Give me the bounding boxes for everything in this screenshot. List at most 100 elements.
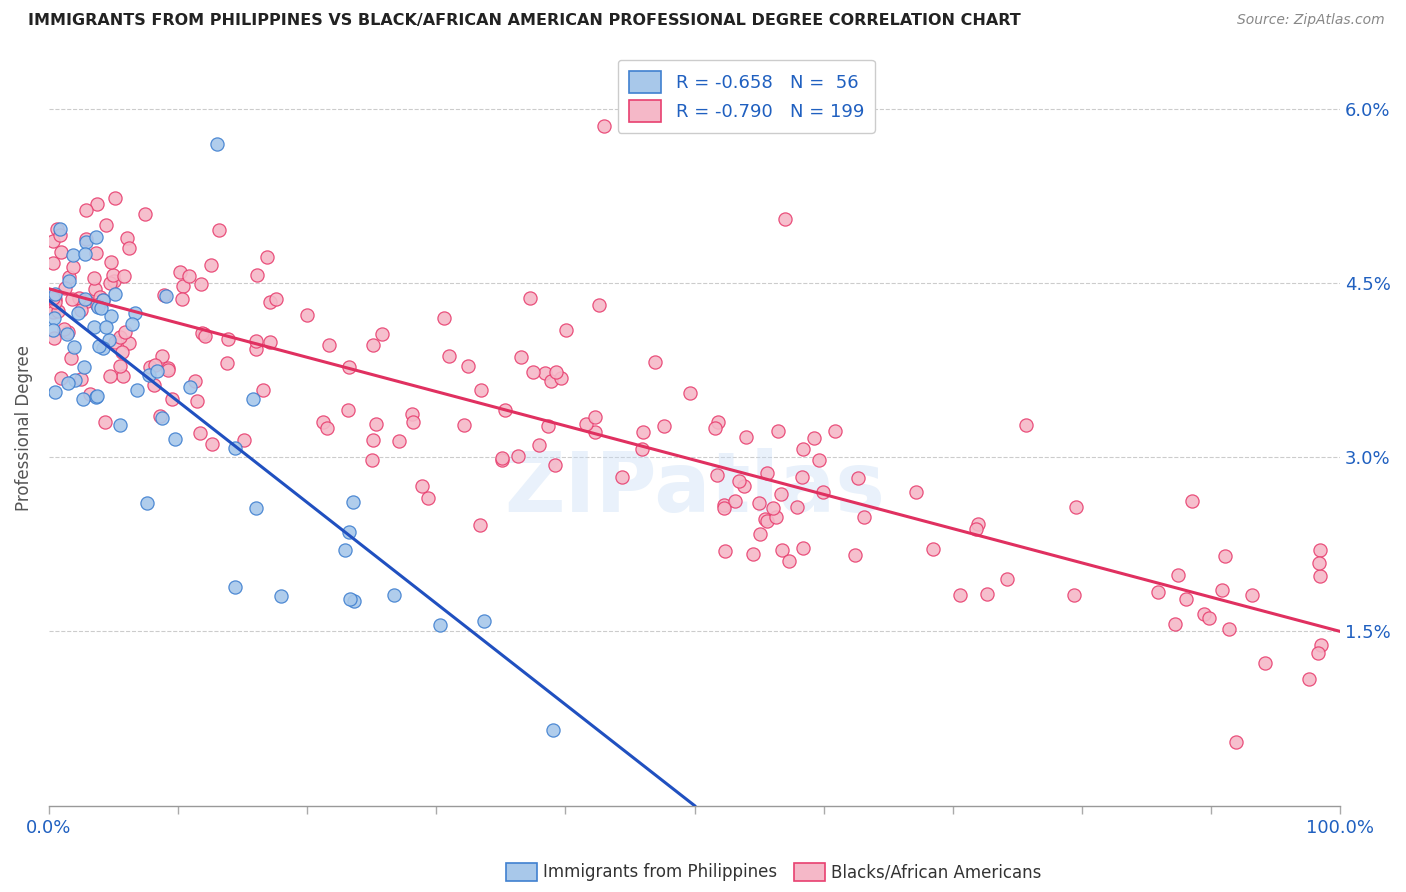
Point xyxy=(1309,543,1331,558)
Point xyxy=(89,339,111,353)
Point xyxy=(42,235,65,249)
Point xyxy=(1181,494,1204,508)
Point xyxy=(86,197,108,211)
Point xyxy=(371,327,394,342)
Point xyxy=(1175,591,1198,606)
Point xyxy=(245,334,267,348)
Point xyxy=(755,467,778,481)
Point xyxy=(1225,735,1247,749)
Point xyxy=(51,370,73,384)
Point xyxy=(256,250,278,264)
Point xyxy=(401,407,423,421)
Point xyxy=(84,229,107,244)
Point xyxy=(46,222,69,236)
Point xyxy=(965,522,987,536)
Point xyxy=(49,222,72,236)
Point xyxy=(75,203,97,218)
Point xyxy=(72,392,94,407)
Point xyxy=(803,430,825,444)
Legend: R = -0.658   N =  56, R = -0.790   N = 199: R = -0.658 N = 56, R = -0.790 N = 199 xyxy=(617,60,875,133)
Point xyxy=(138,368,160,382)
Point xyxy=(108,418,131,433)
Point xyxy=(762,500,785,515)
Point xyxy=(188,425,211,440)
Point xyxy=(756,515,779,529)
Point xyxy=(156,361,179,376)
Point xyxy=(588,298,610,312)
Point xyxy=(510,350,533,364)
Point xyxy=(155,288,177,302)
Point xyxy=(83,271,105,285)
Point xyxy=(205,136,228,151)
Point xyxy=(98,277,121,291)
Point xyxy=(773,212,796,227)
Point xyxy=(96,218,118,232)
Point xyxy=(48,227,70,242)
Point xyxy=(150,349,173,363)
Point xyxy=(96,319,118,334)
Point xyxy=(190,326,212,340)
Y-axis label: Professional Degree: Professional Degree xyxy=(15,345,32,511)
Point xyxy=(67,291,90,305)
Point xyxy=(1147,584,1170,599)
Point xyxy=(86,388,108,402)
Point xyxy=(186,394,208,409)
Point xyxy=(749,526,772,541)
Point xyxy=(904,485,927,500)
Point xyxy=(554,323,576,337)
Point xyxy=(792,470,814,484)
Point xyxy=(157,363,180,377)
Point xyxy=(527,437,550,451)
Point xyxy=(748,496,770,510)
Point xyxy=(60,351,83,366)
Point xyxy=(91,293,114,307)
Point xyxy=(366,417,388,431)
Point xyxy=(104,191,127,205)
Point xyxy=(491,453,513,467)
Point xyxy=(208,222,231,236)
Point xyxy=(217,332,239,346)
Point xyxy=(948,588,970,602)
Point xyxy=(631,425,654,439)
Point xyxy=(44,310,66,325)
Point xyxy=(79,387,101,401)
Point xyxy=(315,421,337,435)
Point xyxy=(342,494,364,508)
Point xyxy=(824,424,846,438)
Point xyxy=(583,410,606,425)
Point xyxy=(387,434,409,448)
Point xyxy=(193,327,215,342)
Point xyxy=(76,293,98,308)
Point xyxy=(541,723,564,737)
Point xyxy=(966,516,988,531)
Point xyxy=(58,269,80,284)
Point xyxy=(53,281,76,295)
Point xyxy=(734,430,756,444)
Point xyxy=(58,274,80,288)
Point xyxy=(245,500,267,515)
Point xyxy=(411,479,433,493)
Point xyxy=(84,390,107,404)
Point xyxy=(706,467,728,482)
Point xyxy=(233,433,256,447)
Point xyxy=(1167,568,1189,582)
Point xyxy=(56,326,79,340)
Point xyxy=(100,309,122,323)
Point xyxy=(114,325,136,339)
Point xyxy=(245,268,267,282)
Point xyxy=(65,373,87,387)
Point xyxy=(46,303,69,318)
Point xyxy=(94,415,117,429)
Point xyxy=(1309,568,1331,582)
Point xyxy=(1309,638,1331,652)
Point xyxy=(52,322,75,336)
Point xyxy=(259,294,281,309)
Point xyxy=(1213,549,1236,563)
Point xyxy=(42,323,65,337)
Point xyxy=(264,292,287,306)
Point xyxy=(118,240,141,254)
Point xyxy=(1014,418,1036,433)
Point xyxy=(844,548,866,562)
Point xyxy=(1254,656,1277,670)
Point xyxy=(433,311,456,326)
